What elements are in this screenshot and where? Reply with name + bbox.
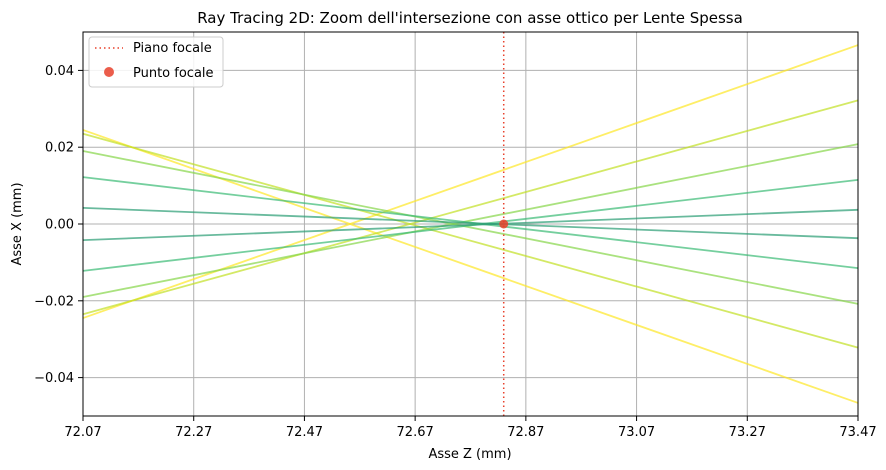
legend-box (88, 36, 224, 88)
x-tick-label: 73.47 (839, 425, 876, 440)
ray-line-6 (82, 143, 859, 298)
y-ticks: 0.04 0.02 0.00 −0.02 −0.04 (34, 64, 83, 386)
x-tick-label: 72.07 (64, 425, 101, 440)
ray-line-9 (82, 206, 859, 240)
x-tick-label: 72.47 (286, 425, 323, 440)
x-tick-label: 73.27 (729, 425, 766, 440)
x-axis-label: Asse Z (mm) (428, 447, 511, 462)
x-ticks: 72.07 72.27 72.47 72.67 72.87 73.07 73.27 73.47 (64, 416, 877, 440)
y-tick-label: −0.04 (34, 371, 74, 386)
ray-line-2 (82, 44, 859, 319)
y-tick-label: 0.00 (45, 218, 74, 233)
y-tick-label: −0.02 (34, 294, 74, 309)
ray-line-3 (82, 132, 859, 349)
chart-title: Ray Tracing 2D: Zoom dell'intersezione c… (197, 9, 743, 27)
x-tick-label: 73.07 (618, 425, 655, 440)
focal-point-marker (499, 219, 509, 229)
legend-focal-plane-label: Piano focale (133, 41, 212, 56)
y-tick-label: 0.04 (45, 64, 74, 79)
y-tick-label: 0.02 (45, 141, 74, 156)
x-tick-label: 72.27 (175, 425, 212, 440)
focal-markers (499, 32, 509, 416)
y-axis-label: Asse X (mm) (10, 182, 25, 265)
ray-line-10 (82, 208, 859, 242)
ray-line-4 (82, 99, 859, 316)
ray-line-5 (82, 150, 859, 305)
legend-focal-point-swatch (104, 67, 114, 77)
legend-focal-point-label: Punto focale (133, 66, 214, 81)
rays (82, 44, 859, 404)
x-tick-label: 72.87 (507, 425, 544, 440)
legend: Piano focale Punto focale (88, 36, 224, 88)
x-tick-label: 72.67 (397, 425, 434, 440)
grid (82, 32, 859, 416)
ray-line-1 (82, 129, 859, 404)
